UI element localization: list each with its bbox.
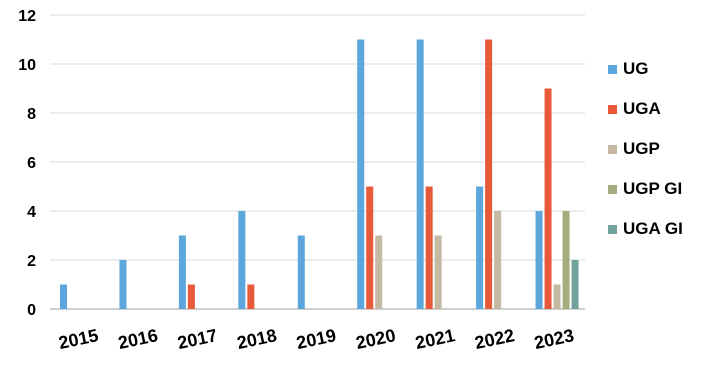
- legend-label: UGA: [623, 99, 661, 118]
- y-tick-label: 4: [27, 204, 36, 221]
- gridlines: [50, 14, 585, 310]
- y-tick-label: 6: [27, 155, 36, 172]
- bar-ug-2022: [476, 186, 484, 309]
- legend-swatch: [608, 225, 617, 234]
- legend-swatch: [608, 145, 617, 154]
- x-tick-label: 2023: [532, 325, 575, 353]
- bar-uga-2020: [366, 186, 374, 309]
- bar-uga-2022: [485, 39, 493, 309]
- bar-ug-2021: [416, 39, 424, 309]
- bar-ugp-2022: [494, 211, 502, 309]
- bar-ug-2016: [119, 260, 127, 309]
- bar-ugp-2023: [553, 284, 561, 309]
- bar-ug-2015: [60, 284, 67, 309]
- bar-ug-2019: [297, 235, 305, 309]
- bar-ug-2018: [238, 211, 246, 309]
- bar-ugp-2020: [375, 235, 383, 309]
- bar-ug-2023: [535, 211, 543, 309]
- x-tick-label: 2015: [57, 325, 100, 353]
- y-axis-ticks: 0 2 4 6 8 10 12: [18, 8, 36, 319]
- legend-swatch: [608, 65, 617, 74]
- y-tick-label: 8: [27, 106, 36, 123]
- y-tick-label: 0: [27, 302, 36, 319]
- bar-ug-2020: [357, 39, 365, 309]
- legend-swatch: [608, 185, 617, 194]
- legend-label: UGA GI: [623, 219, 683, 238]
- legend-label: UGP: [623, 139, 660, 158]
- x-tick-label: 2018: [235, 325, 278, 353]
- x-tick-label: 2021: [413, 325, 456, 353]
- x-tick-label: 2017: [176, 325, 219, 353]
- bar-uga-2018: [247, 284, 255, 309]
- legend-swatch: [608, 105, 617, 114]
- y-tick-label: 2: [27, 253, 36, 270]
- x-tick-label: 2019: [295, 325, 338, 353]
- x-tick-label: 2020: [354, 325, 397, 353]
- bar-uga-2017: [187, 284, 195, 309]
- bars: [60, 39, 579, 309]
- legend-label: UG: [623, 59, 649, 78]
- legend: UG UGA UGP UGP GI UGA GI: [608, 59, 683, 238]
- bar-ugp-gi-2023: [562, 211, 570, 309]
- bar-uga-2021: [425, 186, 433, 309]
- x-axis-ticks: 2015 2016 2017 2018 2019 2020 2021 2022 2023: [57, 325, 576, 353]
- bar-ug-2017: [178, 235, 186, 309]
- bar-uga-2023: [544, 88, 552, 309]
- y-tick-label: 12: [18, 8, 36, 25]
- y-tick-label: 10: [18, 57, 36, 74]
- x-tick-label: 2016: [116, 325, 159, 353]
- bar-ugp-2021: [434, 235, 442, 309]
- legend-label: UGP GI: [623, 179, 682, 198]
- x-tick-label: 2022: [473, 325, 516, 353]
- bar-uga-gi-2023: [571, 260, 579, 309]
